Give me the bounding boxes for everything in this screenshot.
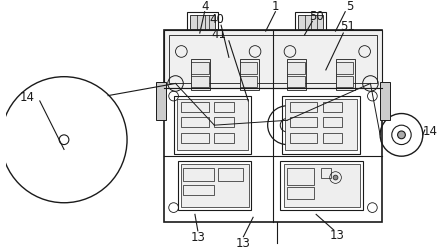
Text: 51: 51	[340, 20, 355, 33]
Text: 14: 14	[20, 90, 35, 103]
Bar	[190, 16, 215, 30]
Bar	[191, 76, 209, 88]
Text: 14: 14	[423, 124, 438, 137]
Bar	[178, 162, 251, 210]
Bar	[282, 97, 360, 155]
Bar	[336, 76, 353, 88]
Bar	[336, 60, 355, 91]
Bar	[290, 134, 317, 143]
Bar	[298, 16, 323, 30]
Circle shape	[333, 176, 338, 180]
Bar	[214, 102, 234, 112]
Text: 1: 1	[272, 0, 279, 13]
Bar	[191, 63, 209, 74]
Bar	[164, 31, 382, 222]
Bar	[287, 168, 314, 186]
Bar	[218, 168, 243, 182]
Bar	[290, 118, 317, 128]
Circle shape	[397, 132, 405, 139]
Bar	[285, 100, 357, 151]
Bar	[174, 97, 251, 155]
Bar	[183, 168, 214, 182]
Bar	[181, 118, 209, 128]
Bar	[183, 186, 214, 195]
Bar	[156, 82, 166, 121]
Bar	[164, 31, 382, 89]
Bar	[287, 188, 314, 199]
Bar	[181, 134, 209, 143]
Bar	[380, 82, 390, 121]
Bar	[295, 13, 326, 34]
Bar	[287, 76, 305, 88]
Bar	[323, 102, 342, 112]
Bar	[181, 102, 209, 112]
Bar	[214, 134, 234, 143]
Bar	[191, 60, 210, 91]
Bar	[240, 63, 257, 74]
Bar	[336, 63, 353, 74]
Bar	[287, 63, 305, 74]
Bar	[280, 162, 363, 210]
Bar	[323, 118, 342, 128]
Bar	[321, 168, 331, 178]
Bar	[214, 118, 234, 128]
Bar	[290, 102, 317, 112]
Bar	[177, 100, 248, 151]
Bar	[240, 60, 259, 91]
Bar	[187, 13, 218, 34]
Bar	[323, 134, 342, 143]
Text: 13: 13	[190, 230, 205, 243]
Text: 50: 50	[309, 10, 324, 23]
Text: 41: 41	[212, 28, 227, 40]
Text: 5: 5	[346, 0, 354, 13]
Text: 4: 4	[201, 0, 208, 13]
Bar	[181, 164, 249, 207]
Text: 13: 13	[236, 236, 251, 249]
Text: 40: 40	[210, 13, 225, 26]
Bar	[284, 164, 360, 207]
Bar	[240, 76, 257, 88]
Bar	[287, 60, 306, 91]
Bar	[169, 36, 377, 84]
Text: 13: 13	[330, 228, 345, 241]
